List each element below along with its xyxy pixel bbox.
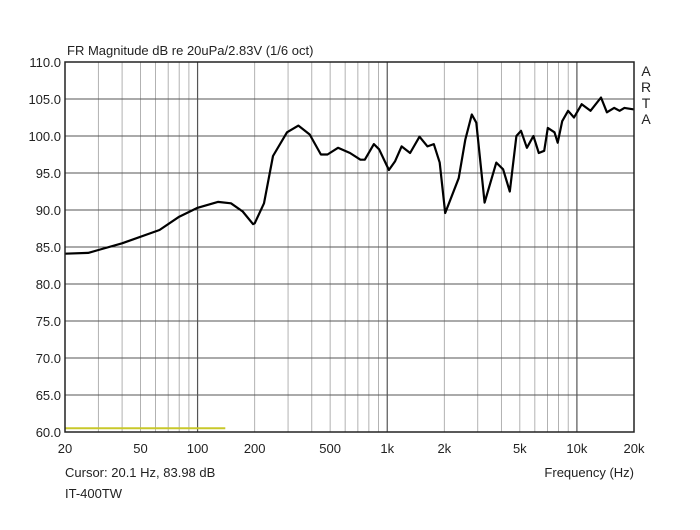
y-tick-label: 65.0 [36, 388, 61, 403]
watermark-letter: R [641, 79, 651, 95]
y-tick-label: 85.0 [36, 240, 61, 255]
x-tick-label: 20 [58, 441, 72, 456]
x-tick-label: 20k [624, 441, 645, 456]
watermark-letter: T [642, 95, 651, 111]
y-tick-label: 60.0 [36, 425, 61, 440]
y-tick-label: 100.0 [28, 129, 61, 144]
y-tick-label: 90.0 [36, 203, 61, 218]
x-tick-label: 1k [380, 441, 394, 456]
chart-title: FR Magnitude dB re 20uPa/2.83V (1/6 oct) [67, 43, 313, 58]
series-group [65, 98, 634, 429]
x-tick-label: 100 [187, 441, 209, 456]
y-tick-label: 110.0 [29, 55, 61, 70]
grid [65, 62, 634, 432]
x-tick-label: 50 [133, 441, 147, 456]
x-tick-label: 500 [319, 441, 341, 456]
x-tick-label: 2k [437, 441, 451, 456]
cursor-readout: Cursor: 20.1 Hz, 83.98 dB [65, 465, 215, 480]
y-tick-label: 70.0 [36, 351, 61, 366]
watermark-letter: A [641, 111, 651, 127]
x-tick-label: 5k [513, 441, 527, 456]
frequency-response-line [65, 98, 634, 254]
x-tick-labels: 20 50 100 200 500 1k 2k 5k 10k 20k [58, 441, 645, 456]
watermark-letter: A [641, 63, 651, 79]
y-tick-label: 105.0 [28, 92, 61, 107]
y-tick-label: 75.0 [36, 314, 61, 329]
device-name: IT-400TW [65, 486, 123, 501]
y-tick-label: 95.0 [36, 166, 61, 181]
y-tick-labels: 110.0 105.0 100.0 95.0 90.0 85.0 80.0 75.0 70.0 6… [28, 55, 61, 440]
x-axis-label: Frequency (Hz) [544, 465, 634, 480]
y-tick-label: 80.0 [36, 277, 61, 292]
x-tick-label: 10k [566, 441, 587, 456]
x-tick-label: 200 [244, 441, 266, 456]
